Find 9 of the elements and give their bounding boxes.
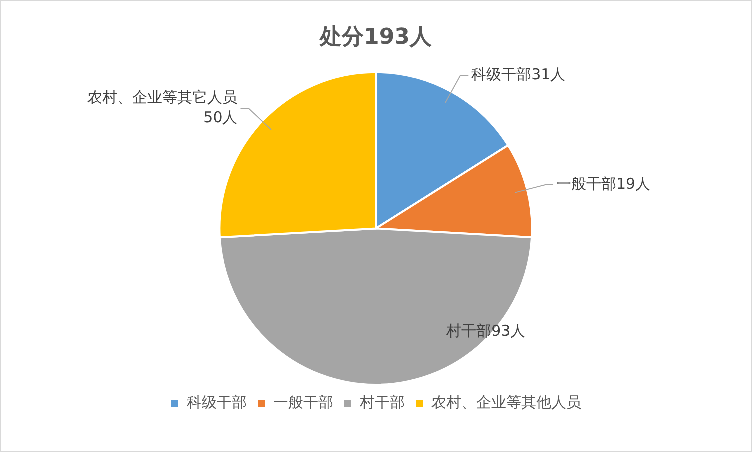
data-label: 村干部93人 [446, 322, 526, 340]
data-label: 科级干部31人 [472, 65, 566, 84]
legend-label: 一般干部 [274, 393, 334, 412]
legend-label: 村干部 [359, 393, 405, 412]
data-label: 一般干部19人 [556, 174, 651, 193]
legend-label: 科级干部 [187, 393, 247, 412]
chart-title: 处分193人 [319, 24, 433, 50]
legend-label: 农村、企业等其他人员 [432, 393, 582, 412]
data-label: 农村、企业等其它人员50人 [88, 88, 238, 126]
